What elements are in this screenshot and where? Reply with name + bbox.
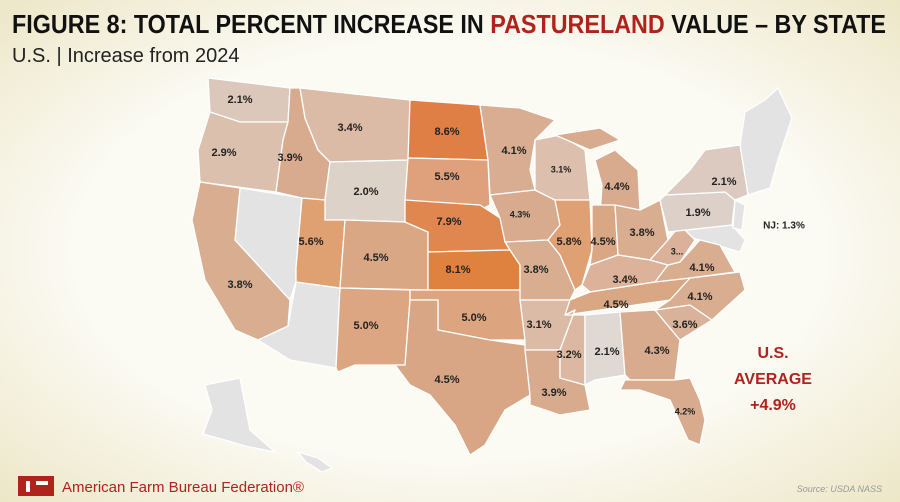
state-label: 3.1% [551,164,572,174]
state [296,450,334,473]
state-label: 4.3% [510,209,531,219]
state-label: 4.5% [603,299,628,311]
average-line: AVERAGE [734,371,812,388]
organization: American Farm Bureau Federation® [62,479,304,496]
state-label: 1.9% [685,207,710,219]
state [739,86,793,196]
title-part: VALUE – BY STATE [671,9,886,39]
state-label: 2.1% [594,346,619,358]
state-label: 4.2% [675,406,696,416]
state [664,144,749,201]
state [619,377,706,446]
subtitle: U.S. | Increase from 2024 [12,45,240,67]
us-average: U.S. AVERAGE +4.9% [734,345,812,414]
state [202,377,278,454]
logo [18,476,54,496]
states: 2.1% 2.9% 3.8% 3.9% 3.4% 2.0% 5.6% 4.5% 5.0% 8.6%… [191,77,749,456]
state-label: 4.4% [604,181,629,193]
state-label: 2.9% [211,147,236,159]
state-label: 3... [671,246,684,256]
state-label: 3.4% [612,274,637,286]
logo-mark [36,481,48,485]
state-label: 4.3% [644,345,669,357]
state-label: 5.6% [298,236,323,248]
state [547,199,593,291]
state-label: 5.5% [434,171,459,183]
state-label: 8.6% [434,126,459,138]
state-label: 3.6% [672,319,697,331]
state-label: 3.1% [526,319,551,331]
state [191,181,291,341]
logo-mark [18,476,54,496]
title-part: FIGURE 8: TOTAL PERCENT INCREASE IN [12,9,484,39]
state-label: 4.1% [501,145,526,157]
state-label: 8.1% [445,264,470,276]
source: Source: USDA NASS [797,484,882,494]
state-label: 5.0% [353,320,378,332]
state [427,249,521,291]
state-label: 2.1% [711,176,736,188]
logo-mark [26,481,30,492]
state-label: 4.1% [689,262,714,274]
title-highlight: PASTURELAND [490,9,665,39]
state-label: 5.0% [461,312,486,324]
state-label: 3.2% [556,349,581,361]
state-label: 4.1% [687,291,712,303]
state [479,104,556,196]
state-label: 2.1% [227,94,252,106]
state-label: 3.9% [277,152,302,164]
state [649,224,696,266]
average-line: U.S. [757,345,788,362]
state-label: 7.9% [436,216,461,228]
state-label: 2.0% [353,186,378,198]
state [554,127,621,151]
state [584,311,626,386]
average-value: +4.9% [750,397,796,414]
state-label: 3.8% [227,279,252,291]
state-label: 3.8% [523,264,548,276]
title: FIGURE 8: TOTAL PERCENT INCREASE IN PAST… [12,9,886,39]
state [732,199,746,231]
state-label: 5.8% [556,236,581,248]
state-label: 3.4% [337,122,362,134]
state-label: 3.8% [629,227,654,239]
state-label: 4.5% [363,252,388,264]
nj-note: NJ: 1.3% [763,221,805,232]
state-label: 4.5% [590,236,615,248]
state [394,299,531,456]
state-label: 4.5% [434,374,459,386]
state-label: 3.9% [541,387,566,399]
